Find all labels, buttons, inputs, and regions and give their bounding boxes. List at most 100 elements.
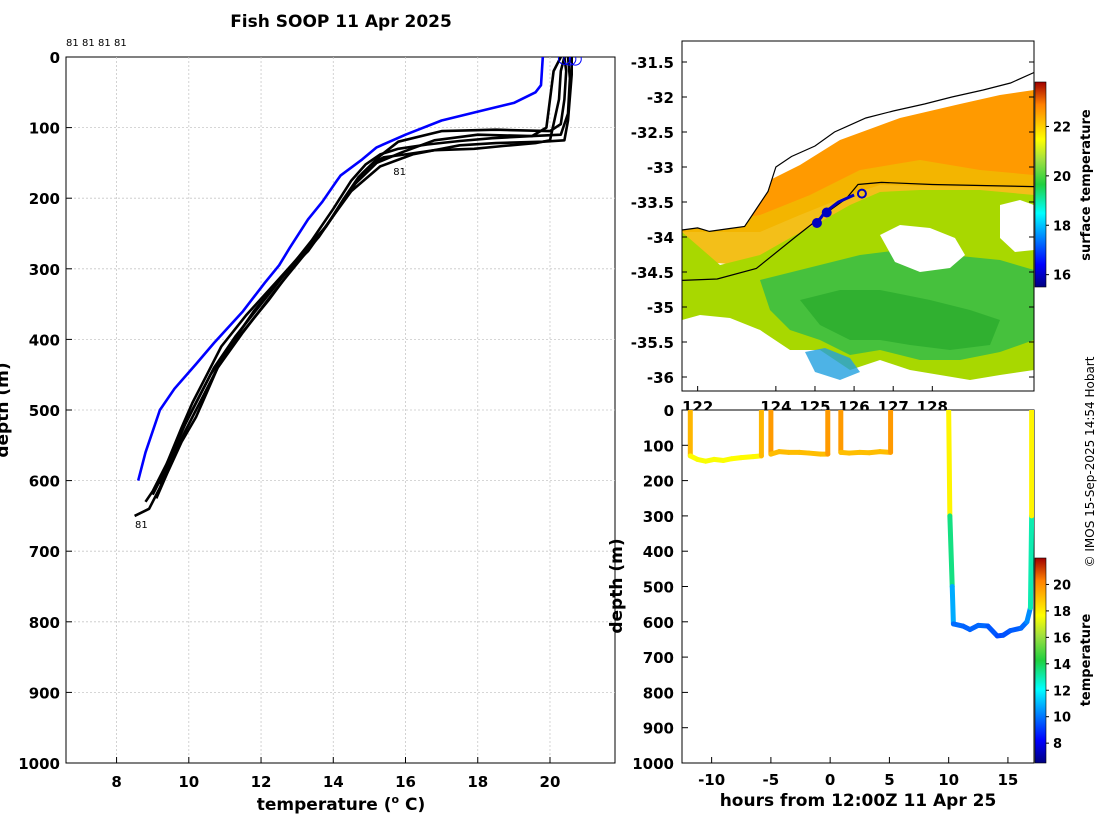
profile-ticks: 8 10 12 14 16 18 20010020030040050060070080090… — [18, 49, 560, 791]
map-y-tick-label: -35.5 — [631, 334, 674, 352]
profile-end-label: 81 — [393, 167, 406, 178]
map-y-tick-label: -36 — [647, 369, 674, 387]
top-label: 81 — [66, 38, 79, 49]
section-y-tick-label: 600 — [643, 614, 674, 632]
sst-colorbar-tick-label: 18 — [1053, 219, 1071, 234]
profile-series — [134, 57, 582, 518]
track-marker — [811, 218, 822, 228]
map-y-tick-label: -33 — [647, 159, 674, 177]
section-y-tick-label: 0 — [664, 402, 674, 420]
y-tick-label: 600 — [29, 473, 60, 491]
track-end-marker — [856, 188, 867, 199]
profile-line — [151, 57, 562, 496]
sst-field-warm — [682, 90, 1034, 232]
ship-track — [815, 193, 855, 224]
section-panel: -10 -5 0 5 10 15 0 100 200 300 400 500 600 700 800 900 1… — [607, 402, 1094, 811]
map-panel: -31.5 -32 -32.5 -33 -33.5 -34 -34.5 -35 -35.5 -36… — [631, 40, 1094, 416]
temperature-colorbar-tick-label: 20 — [1053, 578, 1071, 593]
section-axes-box — [681, 409, 1035, 764]
map-y-tick-label: -35 — [647, 299, 674, 317]
profile-end-labels: 81 81 — [135, 167, 406, 531]
section-x-tick-label: -5 — [763, 771, 780, 789]
track-markers — [811, 188, 867, 228]
section-y-axis-label: depth (m) — [607, 538, 627, 633]
cloud-gap-1 — [880, 225, 965, 272]
section-y-tick-label: 1000 — [632, 755, 674, 773]
sst-field-green — [800, 290, 1000, 350]
y-tick-label: 0 — [50, 49, 60, 67]
y-tick-label: 400 — [29, 331, 60, 349]
x-tick-label: 18 — [467, 773, 488, 791]
temperature-colorbar-tick-label: 10 — [1053, 711, 1071, 726]
x-tick-label: 16 — [395, 773, 416, 791]
sst-colorbar-tick-label: 20 — [1053, 170, 1071, 185]
y-tick-label: 100 — [29, 120, 60, 138]
temperature-colorbar-tick-label: 18 — [1053, 605, 1071, 620]
section-y-tick-label: 900 — [643, 720, 674, 738]
temperature-colorbar-tick-label: 12 — [1053, 684, 1071, 699]
section-x-tick-label: 15 — [997, 771, 1018, 789]
section-x-tick-label: 0 — [825, 771, 835, 789]
temperature-colorbar — [1034, 557, 1047, 764]
cloud-gap-3 — [682, 315, 1034, 391]
y-tick-label: 700 — [29, 543, 60, 561]
temperature-colorbar-tick-label: 8 — [1053, 737, 1062, 752]
section-y-tick-label: 400 — [643, 543, 674, 561]
sst-colorbar-tick-label: 22 — [1053, 120, 1071, 135]
coastline — [682, 71, 1034, 233]
top-label: 81 — [98, 38, 111, 49]
section-segment — [946, 410, 953, 519]
track-marker — [821, 207, 832, 218]
map-y-tick-label: -32 — [647, 89, 674, 107]
section-y-tick-label: 100 — [643, 437, 674, 455]
y-tick-label: 900 — [29, 684, 60, 702]
temperature-colorbar-tick-label: 14 — [1053, 658, 1071, 673]
section-y-tick-label: 800 — [643, 684, 674, 702]
section-y-tick-label: 500 — [643, 579, 674, 597]
profile-line — [136, 57, 545, 481]
shelf-contour — [682, 181, 1034, 281]
x-axis-label: temperature (o C) — [257, 793, 426, 815]
section-y-tick-label: 200 — [643, 473, 674, 491]
sst-colorbar-label: surface temperature — [1079, 109, 1094, 261]
y-tick-label: 800 — [29, 614, 60, 632]
map-y-tick-label: -34 — [647, 229, 674, 247]
sst-colorbar — [1034, 81, 1047, 288]
temperature-colorbar-label: temperature — [1079, 614, 1094, 707]
cold-patch — [805, 348, 860, 380]
x-tick-label: 12 — [251, 773, 272, 791]
map-y-tick-label: -31.5 — [631, 54, 674, 72]
x-tick-label: 8 — [111, 773, 121, 791]
y-tick-label: 200 — [29, 190, 60, 208]
section-ticks: -10 -5 0 5 10 15 0 100 200 300 400 500 600 700 800 900 1… — [632, 402, 1018, 789]
map-y-tick-label: -33.5 — [631, 194, 674, 212]
credit-text: © IMOS 15-Sep-2025 14:54 Hobart — [1083, 356, 1097, 567]
profile-end-label: 81 — [135, 520, 148, 531]
section-segment — [949, 584, 956, 627]
sst-colorbar-ticks: 16 18 20 22 — [1046, 120, 1071, 284]
profile-line — [158, 57, 566, 485]
section-x-tick-label: -10 — [698, 771, 725, 789]
temperature-colorbar-tick-label: 16 — [1053, 631, 1071, 646]
temperature-colorbar-ticks: 8 10 12 14 16 18 20 — [1046, 578, 1071, 752]
top-label: 81 — [82, 38, 95, 49]
x-tick-label: 14 — [323, 773, 344, 791]
chart-title: Fish SOOP 11 Apr 2025 — [230, 12, 452, 32]
y-tick-label: 300 — [29, 261, 60, 279]
sst-colorbar-tick-label: 16 — [1053, 269, 1071, 284]
map-y-tick-label: -34.5 — [631, 264, 674, 282]
map-y-tick-label: -32.5 — [631, 124, 674, 142]
section-y-tick-label: 300 — [643, 508, 674, 526]
section-series — [687, 410, 1034, 639]
y-tick-label: 1000 — [18, 755, 60, 773]
profile-grid — [66, 57, 615, 763]
section-x-tick-label: 10 — [938, 771, 959, 789]
section-segment — [947, 513, 955, 589]
y-axis-label: depth (m) — [0, 362, 13, 457]
section-segment — [1027, 513, 1034, 611]
profile-top-labels: 81 81 81 81 — [66, 38, 127, 49]
section-x-axis-label: hours from 12:00Z 11 Apr 25 — [720, 791, 997, 811]
profile-axes-box — [65, 56, 616, 764]
surface-marker — [568, 57, 582, 66]
